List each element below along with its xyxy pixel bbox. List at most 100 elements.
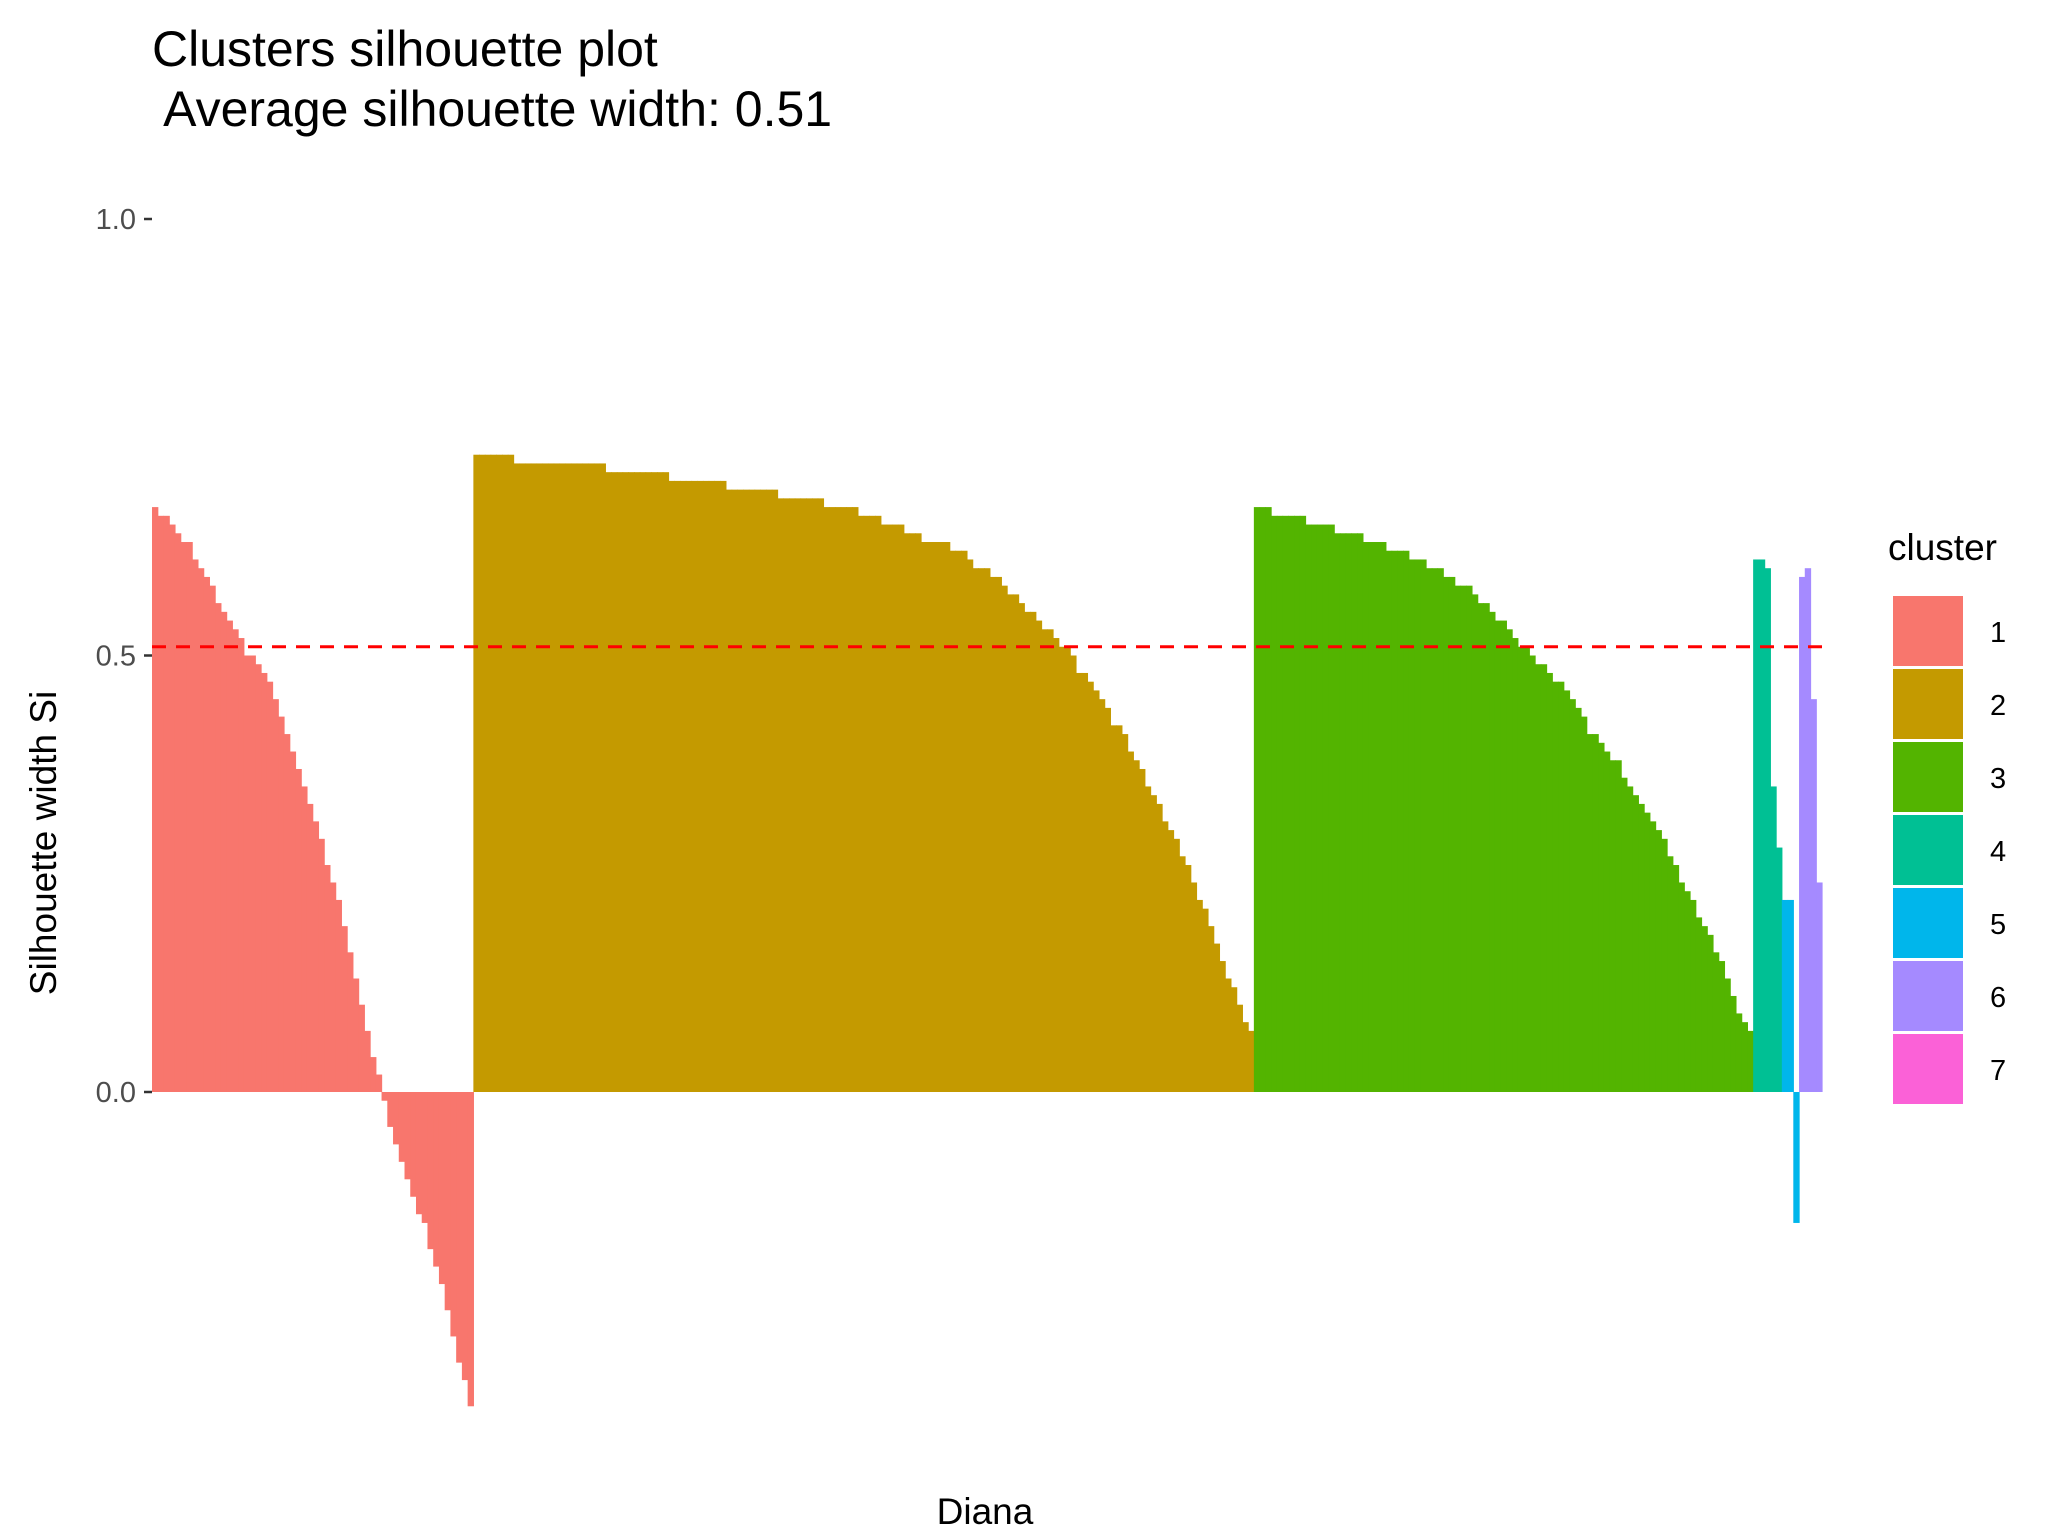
silhouette-bar-cluster-2 xyxy=(1030,611,1037,1092)
silhouette-bar-cluster-1 xyxy=(215,603,222,1092)
silhouette-bar-cluster-3 xyxy=(1420,559,1427,1092)
silhouette-bar-cluster-2 xyxy=(840,507,847,1093)
silhouette-bar-cluster-2 xyxy=(588,463,595,1092)
silhouette-bar-cluster-2 xyxy=(513,463,520,1092)
silhouette-bar-cluster-2 xyxy=(582,463,589,1092)
silhouette-bar-cluster-1 xyxy=(238,638,245,1092)
silhouette-bar-cluster-2 xyxy=(1248,1030,1255,1092)
silhouette-bar-cluster-2 xyxy=(823,507,830,1093)
silhouette-bar-cluster-3 xyxy=(1408,559,1416,1092)
silhouette-bar-cluster-1 xyxy=(398,1092,406,1162)
silhouette-bar-cluster-1 xyxy=(341,926,348,1092)
silhouette-bar-cluster-3 xyxy=(1695,917,1703,1092)
silhouette-bar-cluster-3 xyxy=(1552,681,1559,1092)
silhouette-bar-cluster-2 xyxy=(725,489,733,1092)
silhouette-bar-cluster-3 xyxy=(1351,533,1358,1092)
silhouette-bar-cluster-2 xyxy=(1133,760,1140,1092)
silhouette-bar-cluster-1 xyxy=(174,533,182,1092)
silhouette-bar-cluster-1 xyxy=(157,515,165,1092)
legend-label-3: 3 xyxy=(1990,763,2006,795)
legend-label-1: 1 xyxy=(1990,617,2006,649)
silhouette-bar-cluster-2 xyxy=(949,550,957,1092)
silhouette-bar-cluster-3 xyxy=(1437,568,1444,1092)
silhouette-bar-cluster-2 xyxy=(1242,1022,1249,1092)
silhouette-bar-cluster-2 xyxy=(496,454,503,1093)
silhouette-bar-cluster-3 xyxy=(1707,934,1714,1092)
silhouette-bar-cluster-3 xyxy=(1592,734,1599,1092)
silhouette-bar-cluster-2 xyxy=(547,463,555,1092)
silhouette-bar-cluster-2 xyxy=(639,472,647,1092)
silhouette-bar-cluster-2 xyxy=(536,463,543,1092)
silhouette-bar-cluster-3 xyxy=(1385,550,1393,1092)
silhouette-bar-cluster-2 xyxy=(829,507,836,1093)
silhouette-bar-cluster-6 xyxy=(1810,699,1817,1092)
silhouette-bar-cluster-1 xyxy=(289,751,297,1092)
legend: cluster 1 2 3 4 5 6 7 xyxy=(1888,527,2006,1104)
silhouette-bar-cluster-2 xyxy=(984,568,991,1092)
silhouette-bar-cluster-2 xyxy=(651,472,658,1092)
silhouette-bar-cluster-1 xyxy=(283,734,291,1092)
silhouette-bar-cluster-2 xyxy=(605,472,612,1092)
silhouette-bar-cluster-2 xyxy=(1001,585,1008,1092)
silhouette-bar-cluster-1 xyxy=(186,542,193,1092)
silhouette-bar-cluster-1 xyxy=(347,952,354,1092)
silhouette-bar-cluster-2 xyxy=(731,489,738,1092)
silhouette-bar-cluster-1 xyxy=(278,716,285,1092)
silhouette-bar-cluster-2 xyxy=(777,498,784,1092)
silhouette-bar-cluster-3 xyxy=(1586,734,1594,1092)
silhouette-bar-cluster-1 xyxy=(220,611,228,1092)
silhouette-bar-cluster-4 xyxy=(1758,559,1766,1092)
silhouette-bar-cluster-2 xyxy=(1162,821,1169,1092)
silhouette-bar-cluster-4 xyxy=(1753,559,1760,1092)
silhouette-bar-cluster-1 xyxy=(209,585,216,1092)
silhouette-bar-cluster-2 xyxy=(622,472,629,1092)
silhouette-bar-cluster-3 xyxy=(1362,542,1370,1092)
silhouette-bar-cluster-3 xyxy=(1500,620,1507,1092)
silhouette-bar-cluster-2 xyxy=(1167,830,1175,1092)
silhouette-bar-cluster-3 xyxy=(1546,672,1553,1092)
silhouette-bar-cluster-2 xyxy=(473,454,480,1093)
silhouette-bar-cluster-3 xyxy=(1724,978,1731,1092)
silhouette-bar-cluster-2 xyxy=(697,480,704,1092)
silhouette-bar-cluster-1 xyxy=(467,1092,474,1407)
x-axis-title: Diana xyxy=(937,1491,1034,1532)
silhouette-bar-cluster-1 xyxy=(387,1092,394,1127)
silhouette-bar-cluster-1 xyxy=(192,559,199,1092)
silhouette-bar-cluster-2 xyxy=(1110,725,1117,1092)
silhouette-bar-cluster-3 xyxy=(1253,507,1261,1093)
silhouette-bar-cluster-2 xyxy=(869,515,876,1092)
silhouette-bar-cluster-1 xyxy=(152,507,159,1093)
silhouette-bar-cluster-3 xyxy=(1391,550,1398,1092)
silhouette-bar-cluster-2 xyxy=(542,463,549,1092)
silhouette-bar-cluster-1 xyxy=(444,1092,452,1311)
legend-swatch-4 xyxy=(1893,815,1963,885)
silhouette-bar-cluster-2 xyxy=(1213,943,1221,1092)
silhouette-bar-cluster-6 xyxy=(1816,882,1823,1092)
silhouette-bar-cluster-4 xyxy=(1776,847,1783,1092)
silhouette-bar-cluster-2 xyxy=(668,480,675,1092)
silhouette-bar-cluster-3 xyxy=(1690,899,1697,1092)
silhouette-bar-cluster-2 xyxy=(1150,795,1157,1092)
silhouette-bar-cluster-3 xyxy=(1271,515,1278,1092)
silhouette-bar-cluster-1 xyxy=(358,1004,365,1092)
silhouette-bar-cluster-3 xyxy=(1655,830,1662,1092)
silhouette-bar-cluster-3 xyxy=(1403,550,1410,1092)
silhouette-bar-cluster-3 xyxy=(1454,585,1462,1092)
silhouette-bar-cluster-2 xyxy=(800,498,807,1092)
silhouette-bar-cluster-2 xyxy=(679,480,687,1092)
silhouette-bar-cluster-2 xyxy=(938,542,945,1092)
silhouette-bar-cluster-2 xyxy=(657,472,664,1092)
silhouette-bar-cluster-3 xyxy=(1443,576,1450,1092)
silhouette-bar-cluster-3 xyxy=(1609,760,1616,1092)
silhouette-bar-cluster-3 xyxy=(1311,524,1318,1092)
y-tick-label: 1.0 xyxy=(96,204,136,236)
silhouette-bar-cluster-2 xyxy=(1225,978,1232,1092)
silhouette-bar-cluster-1 xyxy=(375,1074,383,1092)
silhouette-bar-cluster-2 xyxy=(1127,751,1134,1092)
silhouette-bar-cluster-1 xyxy=(255,664,262,1092)
silhouette-bar-cluster-2 xyxy=(1058,646,1066,1092)
legend-swatch-3 xyxy=(1893,742,1963,812)
silhouette-bar-cluster-2 xyxy=(972,568,979,1092)
silhouette-bar-cluster-3 xyxy=(1598,742,1605,1092)
silhouette-bar-cluster-4 xyxy=(1764,568,1771,1092)
